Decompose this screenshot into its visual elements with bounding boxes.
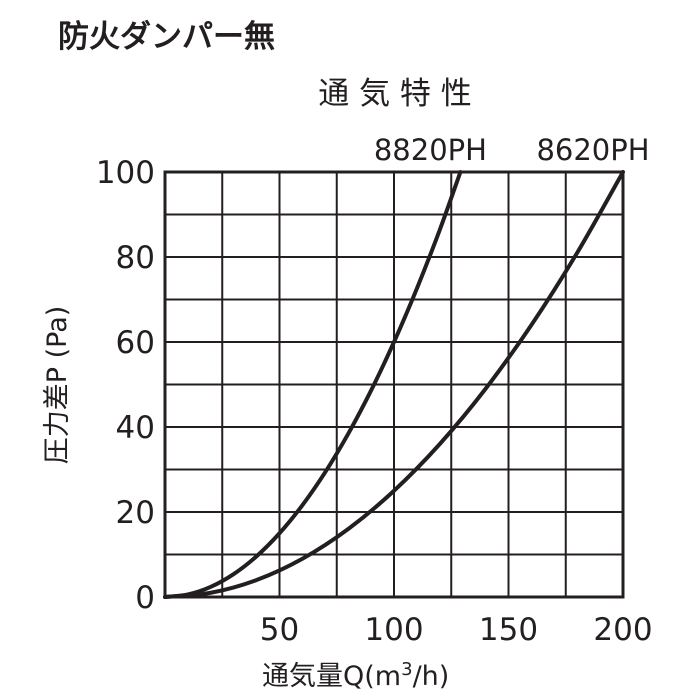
series-line-8820ph	[163, 170, 463, 599]
plot-frame	[163, 170, 625, 599]
heading: 防火ダンパー無	[58, 19, 275, 55]
y-tick-label: 80	[116, 240, 155, 276]
series-label-8820ph: 8820PH	[374, 133, 487, 167]
grid	[165, 172, 623, 597]
x-tick-label: 100	[364, 612, 423, 648]
tick-labels: 0 20 40 60 80 100 50 100 150 200 8820PH 8620PH	[96, 133, 653, 648]
x-axis-unit-open: (m	[364, 661, 401, 692]
x-tick-label: 50	[260, 612, 299, 648]
chart-title: 通 気 特 性	[318, 76, 472, 112]
series-label-8620ph: 8620PH	[536, 133, 649, 167]
series-line-8620ph	[163, 170, 625, 599]
y-tick-label: 0	[135, 580, 155, 616]
x-axis-label-main: 通気量Q	[262, 661, 364, 692]
y-tick-label: 40	[116, 410, 155, 446]
y-tick-label: 20	[116, 495, 155, 531]
x-axis-unit-sup: 3	[401, 659, 412, 680]
series-group	[163, 170, 625, 599]
x-axis-label: 通気量Q(m3/h)	[262, 659, 449, 692]
x-tick-label: 200	[593, 612, 652, 648]
y-tick-label: 60	[116, 325, 155, 361]
y-tick-label: 100	[96, 155, 155, 191]
x-tick-label: 150	[479, 612, 538, 648]
x-axis-unit-close: /h)	[413, 661, 450, 692]
y-axis-label: 圧力差P (Pa)	[42, 306, 73, 465]
